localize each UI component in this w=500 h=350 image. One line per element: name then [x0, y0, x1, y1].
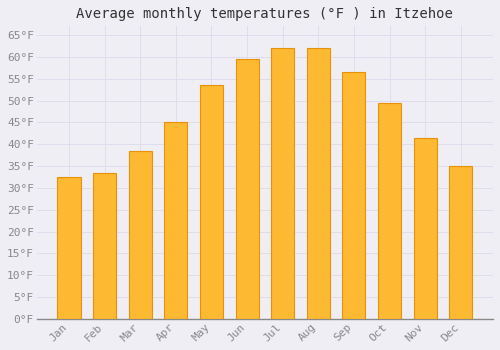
Title: Average monthly temperatures (°F ) in Itzehoe: Average monthly temperatures (°F ) in It… [76, 7, 454, 21]
Bar [128, 151, 152, 319]
Bar [449, 166, 472, 319]
Bar [93, 173, 116, 319]
Bar [200, 85, 223, 319]
Bar [236, 59, 258, 319]
Bar [58, 177, 80, 319]
Bar [306, 48, 330, 319]
Bar [164, 122, 188, 319]
Bar [342, 72, 365, 319]
Bar [378, 103, 401, 319]
Bar [271, 48, 294, 319]
Bar [414, 138, 436, 319]
